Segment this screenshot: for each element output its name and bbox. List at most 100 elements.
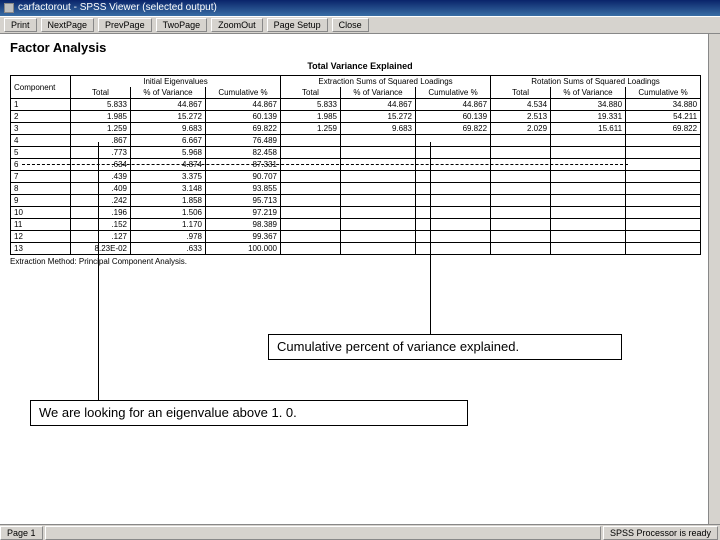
cell xyxy=(416,207,491,219)
cell: .196 xyxy=(71,207,131,219)
cell: 8 xyxy=(11,183,71,195)
prevpage-button[interactable]: PrevPage xyxy=(98,18,152,32)
cell: 6.667 xyxy=(131,135,206,147)
cell xyxy=(551,171,626,183)
cell: 69.822 xyxy=(626,123,701,135)
col-extraction-group: Extraction Sums of Squared Loadings xyxy=(281,76,491,88)
cell: 82.458 xyxy=(206,147,281,159)
cell xyxy=(491,219,551,231)
cell: 98.389 xyxy=(206,219,281,231)
cell xyxy=(416,231,491,243)
cell xyxy=(281,195,341,207)
table-row: 4.8676.66776.489 xyxy=(11,135,701,147)
cell xyxy=(281,219,341,231)
table-row: 15.83344.86744.8675.83344.86744.8674.534… xyxy=(11,99,701,111)
cell xyxy=(341,171,416,183)
cell: 76.489 xyxy=(206,135,281,147)
cell: 1.985 xyxy=(71,111,131,123)
zoomout-button[interactable]: ZoomOut xyxy=(211,18,263,32)
cell xyxy=(341,147,416,159)
cell: 12 xyxy=(11,231,71,243)
cell xyxy=(551,219,626,231)
cell xyxy=(626,135,701,147)
table-row: 9.2421.85895.713 xyxy=(11,195,701,207)
cell xyxy=(491,207,551,219)
print-button[interactable]: Print xyxy=(4,18,37,32)
cell xyxy=(626,207,701,219)
cell xyxy=(626,219,701,231)
col-e-cum: Cumulative % xyxy=(416,87,491,99)
cell: 5 xyxy=(11,147,71,159)
col-component: Component xyxy=(11,76,71,99)
cell: 44.867 xyxy=(131,99,206,111)
cell xyxy=(551,207,626,219)
vertical-scrollbar[interactable] xyxy=(708,34,720,524)
cell xyxy=(491,135,551,147)
cell xyxy=(341,231,416,243)
cell: 2.513 xyxy=(491,111,551,123)
cell: .867 xyxy=(71,135,131,147)
col-e-pct: % of Variance xyxy=(341,87,416,99)
cell: 90.707 xyxy=(206,171,281,183)
col-r-pct: % of Variance xyxy=(551,87,626,99)
cell xyxy=(281,207,341,219)
cell: 69.822 xyxy=(416,123,491,135)
cell xyxy=(626,159,701,171)
col-e-total: Total xyxy=(281,87,341,99)
cell xyxy=(491,171,551,183)
nextpage-button[interactable]: NextPage xyxy=(41,18,95,32)
cell xyxy=(416,195,491,207)
cell xyxy=(551,195,626,207)
cell xyxy=(341,135,416,147)
close-button[interactable]: Close xyxy=(332,18,369,32)
cell: 100.000 xyxy=(206,243,281,255)
cell xyxy=(341,243,416,255)
cell: 60.139 xyxy=(206,111,281,123)
cell: 4 xyxy=(11,135,71,147)
col-i-cum: Cumulative % xyxy=(206,87,281,99)
table-row: 5.7735.96882.458 xyxy=(11,147,701,159)
col-initial-group: Initial Eigenvalues xyxy=(71,76,281,88)
cell: 34.880 xyxy=(626,99,701,111)
cell: .127 xyxy=(71,231,131,243)
cell: 5.833 xyxy=(71,99,131,111)
cell xyxy=(416,183,491,195)
twopage-button[interactable]: TwoPage xyxy=(156,18,208,32)
cell: 9 xyxy=(11,195,71,207)
cell xyxy=(551,135,626,147)
cell: 11 xyxy=(11,219,71,231)
cell xyxy=(281,135,341,147)
table-row: 7.4393.37590.707 xyxy=(11,171,701,183)
status-page: Page 1 xyxy=(0,526,43,540)
table-title: Total Variance Explained xyxy=(0,57,720,75)
threshold-dashed-line xyxy=(22,164,628,165)
cell: 69.822 xyxy=(206,123,281,135)
col-r-total: Total xyxy=(491,87,551,99)
col-i-total: Total xyxy=(71,87,131,99)
table-row: 8.4093.14893.855 xyxy=(11,183,701,195)
cell xyxy=(626,183,701,195)
cell: 15.272 xyxy=(131,111,206,123)
cell xyxy=(281,171,341,183)
cell: 19.331 xyxy=(551,111,626,123)
output-canvas: Factor Analysis Total Variance Explained… xyxy=(0,34,720,524)
cell: .439 xyxy=(71,171,131,183)
cell: 4.534 xyxy=(491,99,551,111)
cell: 95.713 xyxy=(206,195,281,207)
cell: 44.867 xyxy=(206,99,281,111)
cell xyxy=(551,231,626,243)
cell: 5.833 xyxy=(281,99,341,111)
arrow-cumulative xyxy=(430,142,431,337)
cell: 2 xyxy=(11,111,71,123)
cell xyxy=(626,231,701,243)
cell xyxy=(551,147,626,159)
table-row: 12.127.97899.367 xyxy=(11,231,701,243)
cell xyxy=(626,195,701,207)
cell: 9.683 xyxy=(131,123,206,135)
pagesetup-button[interactable]: Page Setup xyxy=(267,18,328,32)
cell: 3.375 xyxy=(131,171,206,183)
table-row: 11.1521.17098.389 xyxy=(11,219,701,231)
col-rotation-group: Rotation Sums of Squared Loadings xyxy=(491,76,701,88)
toolbar: Print NextPage PrevPage TwoPage ZoomOut … xyxy=(0,16,720,34)
cell: 13 xyxy=(11,243,71,255)
